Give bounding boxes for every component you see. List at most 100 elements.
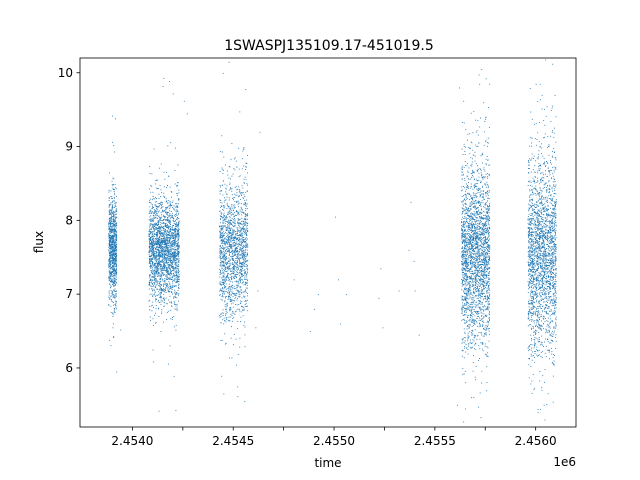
data-point — [174, 259, 176, 261]
data-point — [152, 239, 154, 241]
data-point — [165, 290, 166, 291]
data-point — [488, 287, 490, 289]
data-point — [240, 265, 242, 267]
data-point — [164, 253, 166, 255]
data-point — [153, 224, 155, 226]
data-point — [154, 270, 156, 272]
data-point — [235, 202, 237, 203]
data-point — [171, 292, 172, 294]
data-point — [156, 233, 158, 235]
data-point — [176, 234, 178, 236]
data-point — [239, 321, 241, 323]
data-point — [112, 292, 114, 294]
data-point — [153, 279, 155, 281]
data-point — [230, 316, 232, 318]
data-point — [108, 266, 110, 268]
data-point — [235, 311, 237, 313]
data-point — [112, 272, 114, 273]
data-point — [223, 262, 225, 264]
data-point — [219, 171, 221, 172]
data-point — [463, 253, 465, 255]
data-point — [113, 310, 115, 312]
data-point — [156, 270, 158, 272]
data-point — [149, 224, 151, 226]
data-point — [244, 199, 246, 201]
data-point — [164, 235, 166, 237]
data-point — [219, 252, 221, 254]
data-point — [483, 240, 485, 242]
data-point — [234, 293, 235, 295]
data-point — [482, 342, 484, 343]
data-point — [155, 248, 157, 249]
data-point — [479, 221, 481, 223]
data-point — [227, 287, 229, 289]
data-point — [487, 280, 489, 282]
data-point — [485, 277, 487, 279]
data-point — [226, 196, 228, 198]
data-point — [173, 209, 175, 211]
data-point — [223, 169, 225, 171]
data-point — [239, 272, 240, 274]
data-point — [166, 224, 168, 226]
data-point — [235, 248, 237, 250]
data-point — [175, 237, 177, 239]
data-point — [224, 306, 226, 308]
data-point — [150, 256, 151, 258]
data-point — [235, 338, 237, 340]
data-point — [236, 256, 238, 258]
data-point — [112, 239, 114, 241]
data-point — [112, 253, 114, 254]
data-point — [222, 268, 224, 270]
data-point — [159, 272, 161, 274]
data-point — [176, 280, 178, 282]
data-point — [109, 268, 111, 270]
data-point — [235, 274, 237, 276]
data-point — [113, 254, 115, 255]
data-point — [225, 276, 227, 278]
data-point — [221, 258, 223, 259]
data-point — [109, 298, 111, 300]
data-point — [220, 212, 222, 214]
data-point — [150, 220, 152, 222]
data-point — [114, 234, 116, 236]
data-point — [150, 238, 151, 240]
data-point — [177, 255, 179, 257]
data-point — [243, 262, 245, 264]
data-point — [169, 204, 171, 206]
data-point — [165, 212, 167, 214]
data-point — [220, 237, 222, 239]
data-point — [229, 182, 231, 184]
data-point — [149, 230, 151, 232]
data-point — [242, 279, 243, 281]
data-point — [242, 281, 244, 283]
data-point — [175, 227, 176, 229]
data-point — [163, 214, 165, 216]
data-point — [108, 227, 110, 229]
data-point — [178, 245, 179, 247]
data-point — [238, 279, 240, 281]
data-point — [226, 217, 228, 219]
data-point — [175, 324, 177, 326]
data-point — [168, 205, 170, 207]
data-point — [238, 240, 240, 242]
data-point — [168, 264, 170, 266]
data-point — [234, 275, 236, 277]
data-point — [155, 254, 157, 256]
data-point — [177, 264, 179, 266]
data-point — [153, 257, 155, 259]
data-point — [154, 266, 156, 268]
data-point — [219, 264, 221, 266]
data-point — [242, 255, 244, 256]
data-point — [176, 229, 178, 231]
data-point — [154, 269, 156, 271]
data-point — [161, 262, 163, 263]
data-point — [109, 247, 111, 249]
data-point — [240, 230, 242, 232]
data-point — [232, 291, 234, 293]
data-point — [110, 247, 112, 249]
data-point — [237, 223, 239, 224]
data-point — [219, 273, 221, 275]
data-point — [221, 375, 223, 377]
data-point — [242, 223, 244, 225]
data-point — [108, 241, 110, 243]
